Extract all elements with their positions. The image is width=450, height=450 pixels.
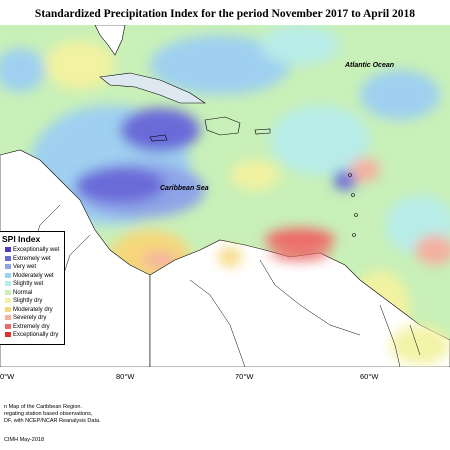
swatch: [5, 281, 11, 286]
legend-item-label: Slightly wet: [13, 281, 44, 288]
legend-item-label: Extremely dry: [13, 323, 50, 330]
legend-item: Exceptionally wet: [5, 247, 59, 253]
legend-item: Extremely dry: [5, 323, 50, 330]
swatch: [5, 264, 11, 269]
legend-item: Moderately dry: [5, 306, 53, 313]
atlantic-ocean-label: Atlantic Ocean: [345, 62, 395, 69]
footnote-line: DF, with NCEP/NCAR Reanalysis Data.: [4, 418, 101, 424]
spi-map: [0, 25, 450, 367]
swatch: [5, 247, 11, 252]
caribbean-sea-label: Caribbean Sea: [160, 185, 209, 192]
border-line: [409, 324, 421, 356]
legend-item: Normal: [5, 289, 33, 296]
florida-land: [94, 25, 126, 56]
credit-line: CIMH May-2018: [4, 437, 45, 443]
legend-item: Extremely wet: [5, 255, 51, 262]
longitude-label: 60°W: [360, 372, 379, 381]
south-america-dry-belt: [218, 245, 450, 365]
lesser-antilles-island: [354, 213, 358, 217]
puerto-rico-island: [254, 128, 271, 135]
longitude-label: 0°W: [0, 372, 15, 381]
south-america-land: [149, 239, 450, 367]
spi-anomaly-field: [0, 25, 450, 350]
legend-item-label: Normal: [13, 289, 33, 296]
jamaica-island: [149, 134, 168, 142]
footnote-line: n Map of the Caribbean Region.: [4, 404, 82, 410]
legend-item: Slightly dry: [5, 298, 42, 304]
legend-item: Very wet: [5, 264, 36, 270]
legend-item-label: Extremely wet: [13, 255, 51, 262]
swatch: [5, 272, 11, 278]
swatch: [5, 323, 11, 329]
border-line: [259, 259, 361, 336]
cuba-land: [99, 72, 206, 104]
swatch: [5, 289, 11, 295]
legend-item: Moderately wet: [5, 272, 54, 279]
swatch: [5, 298, 11, 303]
swatch: [5, 306, 11, 312]
legend-item: Exceptionally dry: [5, 332, 58, 338]
border-line: [379, 304, 401, 367]
lesser-antilles-island: [351, 193, 355, 197]
legend-item-label: Slightly dry: [13, 298, 43, 305]
legend-item: Severely dry: [5, 315, 46, 321]
lesser-antilles-island: [352, 233, 356, 237]
legend-title: SPI Index: [2, 234, 41, 244]
border-line: [189, 279, 246, 367]
hispaniola-land: [204, 116, 241, 136]
swatch: [5, 255, 11, 261]
longitude-label: 80°W: [116, 372, 135, 381]
legend-item-label: Severely dry: [13, 315, 47, 322]
legend-item-label: Very wet: [13, 264, 37, 271]
legend-item-label: Exceptionally wet: [13, 247, 60, 254]
swatch: [5, 315, 11, 320]
legend-item-label: Moderately dry: [13, 306, 53, 313]
spi-legend: SPI Index Exceptionally wet Extremely we…: [0, 231, 65, 345]
legend-item: Slightly wet: [5, 281, 43, 287]
swatch: [5, 332, 11, 337]
legend-item-label: Exceptionally dry: [13, 332, 59, 339]
legend-item-label: Moderately wet: [13, 272, 54, 279]
longitude-label: 70°W: [235, 372, 254, 381]
map-title: Standardized Precipitation Index for the…: [34, 8, 416, 20]
footnote-line: regating station based observations,: [4, 411, 93, 417]
lesser-antilles-island: [348, 173, 352, 177]
islands: [149, 128, 358, 237]
